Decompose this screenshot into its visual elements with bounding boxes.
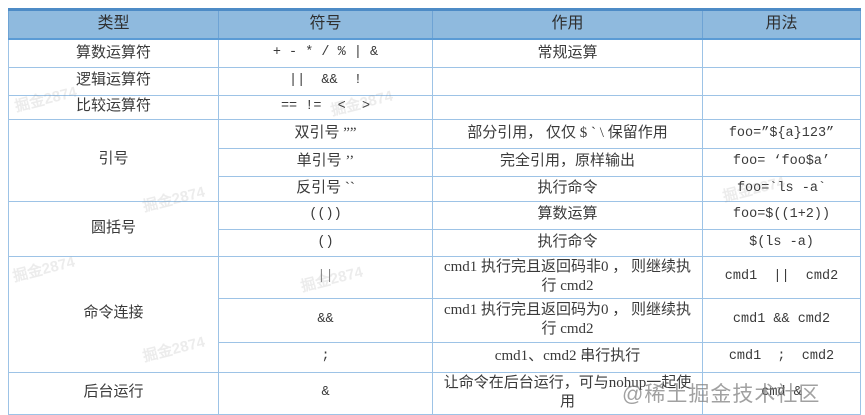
cell-usage: foo= ‘foo$a’ — [702, 147, 861, 177]
cell-symbol: || && ! — [218, 66, 433, 96]
cell-effect: 让命令在后台运行，可与nohup一起使用 — [432, 371, 703, 415]
table-row: 反引号 `` 执行命令 foo=`ls -a` — [9, 175, 861, 202]
cell-symbol: == != < > — [218, 94, 433, 120]
cell-symbol: () — [218, 228, 433, 257]
table-row: 比较运算符 == != < > — [8, 94, 861, 120]
cell-type: 逻辑运算符 — [8, 66, 219, 96]
cell-effect — [432, 94, 703, 120]
cell-type-background-run: 后台运行 — [8, 371, 219, 415]
cell-usage: cmd & — [702, 371, 861, 415]
cell-usage: cmd1 ; cmd2 — [702, 341, 861, 373]
table-row: 命令连接 || cmd1 执行完且返回码非0 ， 则继续执行 cmd2 cmd1… — [8, 255, 861, 373]
cell-symbol: 反引号 `` — [218, 175, 433, 202]
header-row: 类型 符号 作用 用法 — [8, 8, 861, 40]
cell-effect — [432, 66, 703, 96]
cell-effect: 常规运算 — [432, 38, 703, 68]
cell-type: 算数运算符 — [8, 38, 219, 68]
cell-type-parentheses: 圆括号 — [8, 200, 219, 257]
table-row: 圆括号 (()) 算数运算 foo=$((1+2)) — [8, 200, 861, 257]
header-effect: 作用 — [432, 8, 703, 40]
cell-symbol: 双引号 ”” — [218, 118, 433, 149]
cell-effect: 部分引用， 仅仅 $ ` \ 保留作用 — [432, 118, 703, 149]
cell-usage: foo=$((1+2)) — [702, 200, 861, 230]
shell-operators-table: 类型 符号 作用 用法 算数运算符 + - * / % | & 常规运算 逻辑运… — [8, 8, 861, 415]
cell-effect: 执行命令 — [432, 228, 703, 257]
cell-symbol: 单引号 ’’ — [218, 147, 433, 177]
cell-effect: 算数运算 — [432, 200, 703, 230]
header-type: 类型 — [8, 8, 219, 40]
cell-effect: cmd1、cmd2 串行执行 — [432, 341, 703, 373]
cell-symbol: ; — [218, 341, 433, 373]
cell-type-quotes: 引号 — [8, 118, 219, 202]
cell-symbol: (()) — [218, 200, 433, 230]
table-row: 逻辑运算符 || && ! — [8, 66, 861, 96]
cell-symbol: + - * / % | & — [218, 38, 433, 68]
header-symbol: 符号 — [218, 8, 433, 40]
cell-usage — [702, 94, 861, 120]
cell-usage: foo=`ls -a` — [702, 175, 861, 202]
header-usage: 用法 — [702, 8, 861, 40]
cell-usage: foo=”${a}123” — [702, 118, 861, 149]
cell-effect: cmd1 执行完且返回码为0 ， 则继续执行 cmd2 — [432, 297, 703, 343]
cell-effect: cmd1 执行完且返回码非0 ， 则继续执行 cmd2 — [432, 255, 703, 299]
table-row: && cmd1 执行完且返回码为0 ， 则继续执行 cmd2 cmd1 && c… — [9, 297, 861, 343]
cell-type-command-chain: 命令连接 — [8, 255, 219, 373]
cell-usage: cmd1 && cmd2 — [702, 297, 861, 343]
cell-type: 比较运算符 — [8, 94, 219, 120]
cell-usage — [702, 66, 861, 96]
table-row: 后台运行 & 让命令在后台运行，可与nohup一起使用 cmd & — [8, 371, 861, 415]
cell-usage: $(ls -a) — [702, 228, 861, 257]
cell-usage — [702, 38, 861, 68]
table-row: 单引号 ’’ 完全引用，原样输出 foo= ‘foo$a’ — [9, 147, 861, 177]
table-row: 算数运算符 + - * / % | & 常规运算 — [8, 38, 861, 68]
table-row: 引号 双引号 ”” 部分引用， 仅仅 $ ` \ 保留作用 foo=”${a}1… — [8, 118, 861, 202]
cell-symbol: & — [218, 371, 433, 415]
cell-usage: cmd1 || cmd2 — [702, 255, 861, 299]
cell-symbol: || — [218, 255, 433, 299]
cell-symbol: && — [218, 297, 433, 343]
cell-effect: 完全引用，原样输出 — [432, 147, 703, 177]
cell-effect: 执行命令 — [432, 175, 703, 202]
